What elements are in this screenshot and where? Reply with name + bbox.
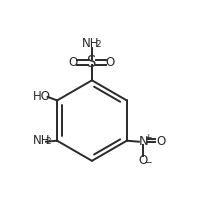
Text: NH: NH — [33, 134, 51, 147]
Text: 2: 2 — [46, 137, 51, 146]
Text: 2: 2 — [96, 40, 101, 49]
Text: S: S — [87, 55, 97, 70]
Text: O: O — [139, 153, 148, 166]
Text: +: + — [144, 133, 151, 142]
Text: HO: HO — [32, 90, 50, 103]
Text: O: O — [106, 56, 115, 69]
Text: N: N — [139, 135, 148, 148]
Text: −: − — [144, 158, 153, 168]
Text: O: O — [156, 135, 165, 148]
Text: O: O — [69, 56, 78, 69]
Text: NH: NH — [82, 37, 100, 50]
